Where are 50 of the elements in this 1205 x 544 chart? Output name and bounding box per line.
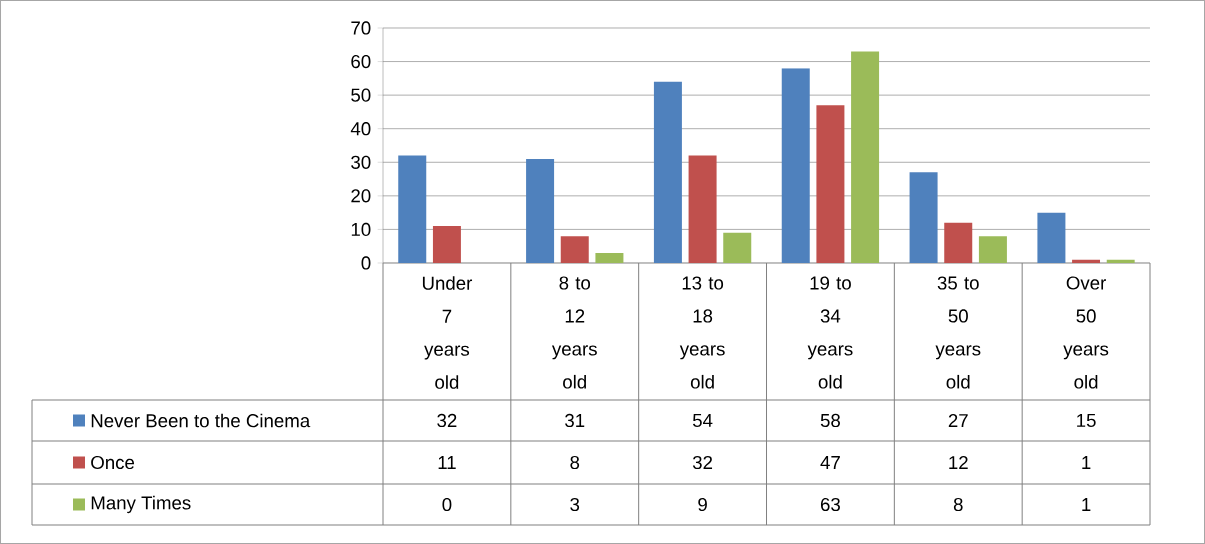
bar — [688, 155, 717, 263]
bar — [909, 172, 938, 263]
bar — [1037, 212, 1066, 263]
legend-label: Never Been to the Cinema — [91, 413, 311, 428]
bar — [781, 68, 810, 263]
data-label: 15 — [1077, 413, 1096, 428]
data-label: 12 — [949, 455, 968, 470]
bar — [653, 81, 682, 263]
y-tick-label: 30 — [351, 155, 371, 169]
data-label: 32 — [692, 455, 713, 470]
bar — [595, 252, 624, 263]
data-label: 32 — [437, 413, 457, 428]
data-label: 58 — [820, 413, 840, 428]
y-tick-label: 60 — [351, 54, 371, 69]
data-label: 47 — [820, 456, 840, 469]
data-label: 8 — [953, 497, 963, 512]
y-tick-label: 50 — [351, 88, 371, 102]
bar — [944, 222, 973, 263]
legend-label: Many Times — [91, 495, 191, 514]
data-label: 1 — [1082, 456, 1091, 469]
category-label: Under 7 years old — [422, 276, 473, 389]
data-label: 54 — [692, 413, 713, 428]
y-tick-label: 0 — [361, 256, 371, 270]
category-label: 19 to 34 years old — [807, 276, 853, 389]
y-tick-label: 40 — [350, 122, 371, 136]
y-tick-label: 20 — [351, 189, 371, 203]
bar — [560, 236, 589, 263]
bar — [398, 155, 427, 263]
data-label: 31 — [565, 413, 585, 428]
y-tick-label: 70 — [351, 21, 371, 35]
data-label: 9 — [698, 497, 707, 512]
bar — [723, 232, 752, 263]
bar — [851, 51, 880, 263]
data-label: 3 — [570, 497, 580, 512]
bar — [816, 105, 845, 263]
data-label: 63 — [820, 497, 840, 512]
bar — [978, 236, 1007, 263]
category-label: Over 50 years old — [1063, 276, 1109, 389]
category-label: 35 to 50 years old — [935, 276, 981, 389]
category-label: 13 to 18 years old — [679, 276, 725, 389]
data-label: 1 — [1082, 498, 1091, 511]
category-label: 8 to 12 years old — [551, 276, 597, 389]
data-label: 27 — [948, 413, 968, 428]
bar — [432, 226, 461, 263]
legend-label: Once — [91, 455, 135, 470]
y-tick-label: 10 — [351, 222, 371, 237]
data-label: 0 — [442, 497, 452, 512]
bar — [526, 158, 555, 263]
data-label: 8 — [570, 455, 580, 470]
data-label: 11 — [438, 456, 456, 469]
